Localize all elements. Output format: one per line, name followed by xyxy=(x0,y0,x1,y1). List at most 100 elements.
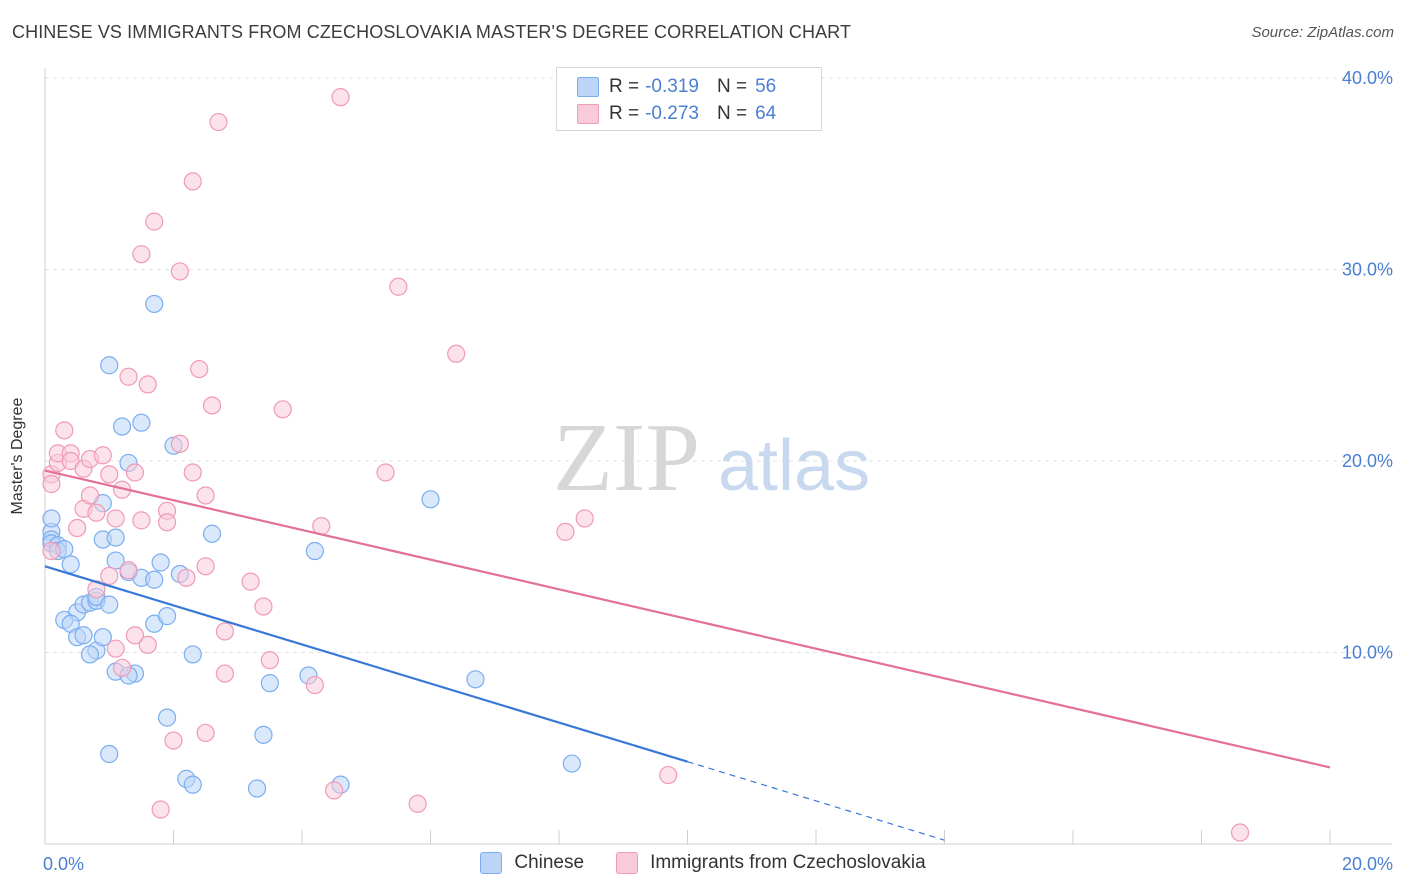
legend-row-chinese: R = -0.319 N = 56 xyxy=(577,74,776,100)
chinese-trend-line-extension xyxy=(687,761,945,841)
gridlines xyxy=(45,77,1392,653)
chinese-point xyxy=(112,417,132,436)
chinese-point xyxy=(157,708,177,727)
czechoslovakia-point xyxy=(331,88,350,107)
chinese-point xyxy=(202,524,222,543)
legend-n-value: 64 xyxy=(755,103,777,124)
y-tick-label: 40.0% xyxy=(1342,68,1393,88)
legend-r-label: R = xyxy=(609,76,640,97)
chinese-point xyxy=(466,670,485,689)
czechoslovakia-point xyxy=(215,664,234,683)
czechoslovakia-point xyxy=(125,626,145,645)
bottom-legend-chinese[interactable]: Chinese xyxy=(480,852,584,874)
czechoslovakia-trend-line xyxy=(44,469,1331,769)
bottom-legend-swatch-chinese xyxy=(480,852,503,874)
czechoslovakia-point xyxy=(170,434,190,453)
chinese-point xyxy=(132,413,151,432)
chinese-point xyxy=(247,779,267,798)
chinese-point xyxy=(183,775,202,794)
chinese-point xyxy=(80,645,100,664)
czechoslovakia-point xyxy=(556,522,575,541)
czechoslovakia-point xyxy=(196,486,215,505)
chinese-point xyxy=(183,645,202,664)
source-label: Source: ZipAtlas.com xyxy=(1251,24,1394,41)
chinese-point xyxy=(157,607,177,626)
legend-n-value: 56 xyxy=(755,76,777,97)
bottom-legend-label: Chinese xyxy=(514,852,585,873)
czechoslovakia-point xyxy=(209,112,228,132)
czechoslovakia-point xyxy=(132,245,151,264)
czechoslovakia-point xyxy=(389,277,408,296)
axes xyxy=(44,68,1392,845)
czechoslovakia-point xyxy=(659,765,678,785)
x-tick-label: 0.0% xyxy=(43,854,84,874)
legend-swatch-chinese xyxy=(577,77,599,97)
chinese-point xyxy=(562,754,581,773)
czechoslovakia-point xyxy=(106,509,125,528)
chinese-point xyxy=(305,541,324,561)
chinese-point xyxy=(145,294,164,314)
legend-n-label: N = xyxy=(716,103,748,124)
czechoslovakia-point xyxy=(106,639,125,658)
y-tick-label: 20.0% xyxy=(1342,451,1393,471)
legend-r-value: -0.319 xyxy=(645,76,699,97)
czechoslovakia-point xyxy=(138,375,157,394)
chinese-point xyxy=(145,570,164,589)
czechoslovakia-point xyxy=(177,568,196,587)
watermark-zip: ZIP xyxy=(553,404,700,512)
chinese-trend-line xyxy=(44,565,688,763)
czechoslovakia-point xyxy=(575,509,594,528)
chinese-point xyxy=(106,551,125,570)
bottom-legend: Chinese Immigrants from Czechoslovakia xyxy=(0,852,1406,874)
czechoslovakia-point xyxy=(260,651,279,670)
czechoslovakia-point xyxy=(125,463,145,482)
chinese-point xyxy=(254,725,273,744)
czechoslovakia-point xyxy=(183,172,202,191)
chinese-point xyxy=(42,509,61,528)
czechoslovakia-point xyxy=(196,723,215,743)
czechoslovakia-point xyxy=(132,511,151,530)
legend-row-czechoslovakia: R = -0.273 N = 64 xyxy=(577,101,776,127)
chinese-point xyxy=(100,356,119,375)
data-points xyxy=(42,88,1250,842)
legend-r-label: R = xyxy=(609,103,640,124)
bottom-legend-czechoslovakia[interactable]: Immigrants from Czechoslovakia xyxy=(616,852,926,874)
czechoslovakia-point xyxy=(93,446,112,465)
legend-swatch-czechoslovakia xyxy=(577,104,599,124)
chinese-point xyxy=(100,744,119,764)
chinese-point xyxy=(74,626,93,645)
czechoslovakia-point xyxy=(164,731,183,750)
czechoslovakia-point xyxy=(273,400,292,419)
czechoslovakia-point xyxy=(80,486,100,505)
legend-r-value: -0.273 xyxy=(645,103,699,124)
czechoslovakia-point xyxy=(305,675,324,695)
czechoslovakia-point xyxy=(138,635,157,654)
czechoslovakia-point xyxy=(376,463,395,482)
chinese-point xyxy=(100,595,119,614)
czechoslovakia-point xyxy=(215,622,234,641)
czechoslovakia-point xyxy=(408,794,427,813)
czechoslovakia-point xyxy=(112,658,132,677)
chinese-point xyxy=(106,528,125,547)
czechoslovakia-point xyxy=(42,541,61,561)
czechoslovakia-point xyxy=(87,503,106,522)
czechoslovakia-point xyxy=(190,359,209,379)
czechoslovakia-point xyxy=(68,518,87,538)
czechoslovakia-point xyxy=(119,367,138,386)
chinese-point xyxy=(61,555,80,574)
czechoslovakia-point xyxy=(145,212,164,231)
czechoslovakia-point xyxy=(183,463,202,482)
czechoslovakia-point xyxy=(447,344,466,363)
chinese-point xyxy=(151,553,170,572)
chart-title: CHINESE VS IMMIGRANTS FROM CZECHOSLOVAKI… xyxy=(12,22,852,42)
legend-n-label: N = xyxy=(716,76,748,97)
x-tick-label: 20.0% xyxy=(1342,854,1393,874)
bottom-legend-swatch-czechoslovakia xyxy=(616,852,639,874)
czechoslovakia-point xyxy=(55,421,74,440)
czechoslovakia-point xyxy=(1230,823,1250,842)
tick-labels: 10.0% 20.0% 30.0% 40.0% 0.0% 20.0% xyxy=(43,68,1393,874)
chinese-point xyxy=(93,628,112,647)
y-tick-label: 30.0% xyxy=(1342,260,1393,280)
bottom-legend-label: Immigrants from Czechoslovakia xyxy=(650,852,926,873)
